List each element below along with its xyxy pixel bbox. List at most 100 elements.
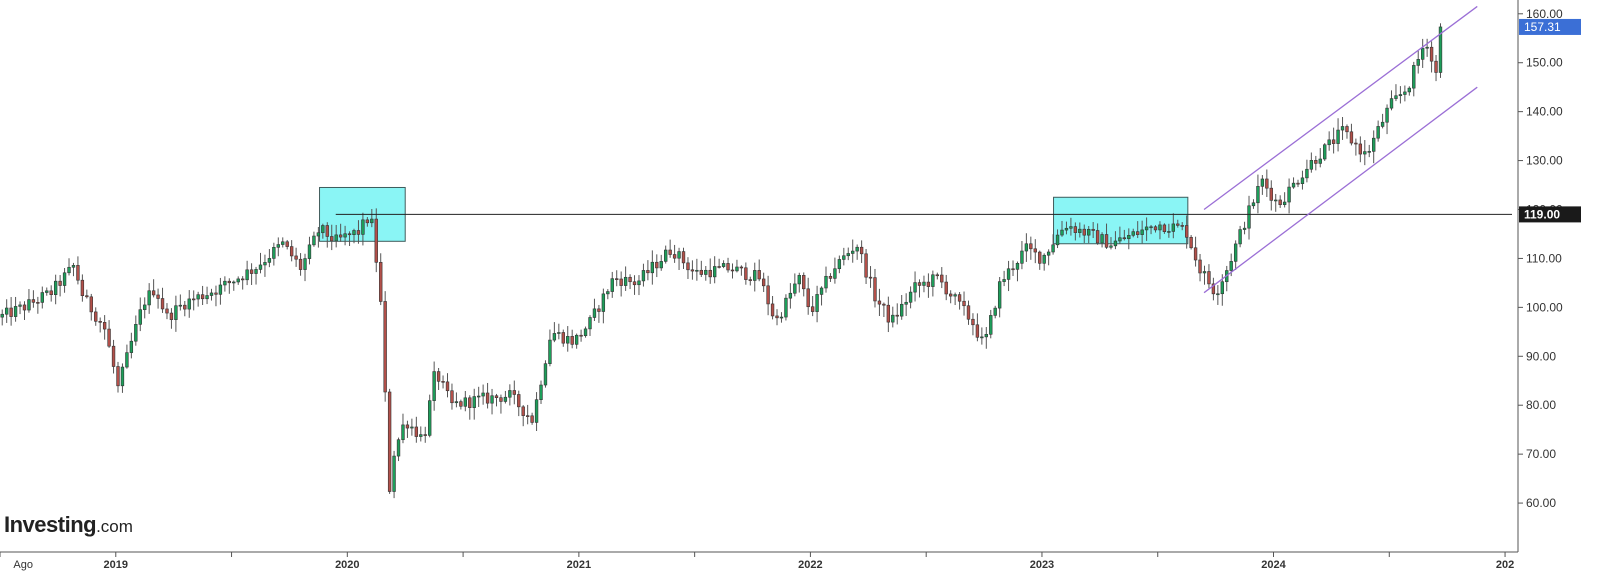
candle-body [45, 290, 49, 293]
candle-body [690, 269, 695, 272]
candle-197 [877, 288, 882, 316]
candle-body [1233, 243, 1238, 262]
candle-body [138, 309, 142, 325]
candle-295 [1314, 155, 1318, 171]
candle-body [1193, 247, 1198, 261]
candle-body [864, 253, 868, 278]
candle-40 [178, 294, 183, 311]
candle-body [414, 426, 419, 437]
candle-73 [325, 222, 329, 248]
candle-body [695, 269, 699, 272]
candle-233 [1038, 250, 1042, 270]
candle-body [1380, 121, 1385, 127]
candle-74 [330, 224, 334, 251]
candle-110 [490, 388, 494, 415]
candle-body [953, 294, 957, 297]
candle-body [223, 280, 227, 286]
candle-50 [223, 276, 227, 292]
candle-9 [40, 286, 44, 309]
candle-body [31, 299, 36, 303]
candle-body [1398, 94, 1403, 97]
candle-315 [1403, 85, 1407, 102]
candle-77 [343, 225, 347, 246]
candle-181 [806, 277, 810, 315]
candle-1 [4, 299, 9, 323]
candle-213 [948, 290, 953, 304]
candle-51 [227, 278, 232, 294]
candle-2 [9, 297, 13, 326]
candle-261 [1162, 223, 1167, 234]
candle-body [89, 296, 93, 313]
candle-body [459, 401, 463, 407]
candle-66 [294, 247, 298, 267]
candle-35 [156, 288, 160, 309]
candle-260 [1158, 221, 1162, 240]
candle-body [1372, 137, 1376, 152]
candle-body [490, 395, 494, 404]
candle-254 [1131, 228, 1135, 238]
candle-body [753, 270, 757, 281]
candle-300 [1336, 118, 1340, 152]
candle-body [370, 218, 374, 224]
candle-292 [1300, 170, 1305, 190]
candle-307 [1367, 144, 1371, 158]
candle-body [1274, 199, 1278, 202]
overlays-layer [335, 5, 1512, 294]
candle-13 [58, 275, 62, 297]
candle-body [966, 305, 971, 320]
candle-body [1309, 160, 1314, 170]
candle-body [240, 278, 245, 281]
candle-71 [316, 226, 321, 248]
candle-body [1349, 131, 1354, 144]
candle-59 [263, 254, 267, 277]
candle-body [160, 298, 165, 310]
candle-body [1278, 199, 1282, 205]
candle-95 [423, 426, 427, 443]
candle-body [1024, 243, 1029, 252]
candle-body [428, 400, 432, 436]
candle-169 [753, 262, 757, 292]
candle-0 [0, 309, 4, 326]
candle-100 [445, 373, 450, 398]
y-tick-label: 100.00 [1526, 300, 1563, 314]
candle-152 [677, 247, 681, 270]
candle-body [1118, 237, 1122, 242]
candle-116 [517, 390, 521, 417]
candle-body [94, 311, 98, 322]
candle-142 [632, 275, 637, 295]
candle-191 [851, 239, 855, 263]
candle-8 [36, 296, 40, 314]
candle-286 [1274, 193, 1278, 212]
candle-174 [775, 309, 779, 326]
candle-body [1060, 229, 1064, 236]
candle-body [846, 253, 850, 257]
candle-104 [463, 391, 468, 412]
candle-body [120, 366, 125, 387]
y-tick-label: 110.00 [1526, 251, 1562, 265]
candle-body [321, 225, 325, 234]
candle-body [855, 246, 859, 252]
candle-166 [739, 265, 744, 276]
candle-265 [1180, 222, 1184, 231]
candle-313 [1394, 84, 1398, 102]
candle-218 [971, 313, 975, 336]
candle-37 [165, 303, 169, 320]
candle-201 [895, 303, 899, 325]
candle-body [1211, 283, 1216, 295]
candle-56 [249, 263, 254, 285]
candle-242 [1078, 222, 1082, 238]
candle-185 [824, 266, 828, 293]
candle-body [824, 275, 828, 289]
x-axis: Ago 2019 2020 2021 2022 2023 2024 202 [0, 551, 1518, 571]
candle-body [1180, 225, 1184, 227]
candle-body [209, 292, 214, 296]
candle-294 [1309, 152, 1314, 173]
candle-235 [1046, 249, 1051, 266]
candle-body [361, 219, 365, 235]
highlight-zone-2 [1053, 196, 1189, 245]
candle-79 [352, 228, 356, 244]
candle-body [365, 219, 370, 224]
candle-body [788, 292, 793, 299]
candle-body [330, 236, 334, 242]
